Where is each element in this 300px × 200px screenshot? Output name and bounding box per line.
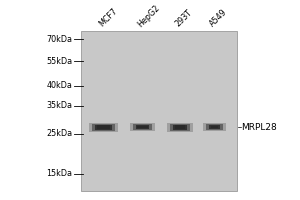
Bar (203, 123, 226, 131)
Bar (97, 125, 110, 129)
Text: 25kDa: 25kDa (46, 130, 73, 138)
Bar (130, 123, 155, 131)
Text: 15kDa: 15kDa (46, 170, 73, 178)
Text: 55kDa: 55kDa (46, 56, 73, 66)
Bar (133, 124, 152, 130)
Bar (167, 122, 193, 132)
Bar (95, 124, 112, 130)
Bar (81, 31, 237, 191)
Text: A549: A549 (208, 8, 229, 29)
Text: MRPL28: MRPL28 (241, 122, 277, 132)
Text: 35kDa: 35kDa (46, 102, 73, 110)
Bar (170, 124, 190, 131)
Bar (136, 125, 149, 129)
Text: 70kDa: 70kDa (46, 34, 73, 44)
Bar (211, 126, 218, 128)
Bar (92, 124, 115, 131)
Bar (209, 125, 220, 129)
Bar (89, 122, 118, 132)
Bar (137, 126, 148, 128)
Text: 293T: 293T (174, 8, 194, 29)
Text: MCF7: MCF7 (97, 7, 119, 29)
Text: 40kDa: 40kDa (47, 82, 73, 90)
Bar (206, 124, 223, 130)
Text: HepG2: HepG2 (136, 3, 162, 29)
Bar (173, 124, 187, 130)
Bar (175, 125, 185, 129)
